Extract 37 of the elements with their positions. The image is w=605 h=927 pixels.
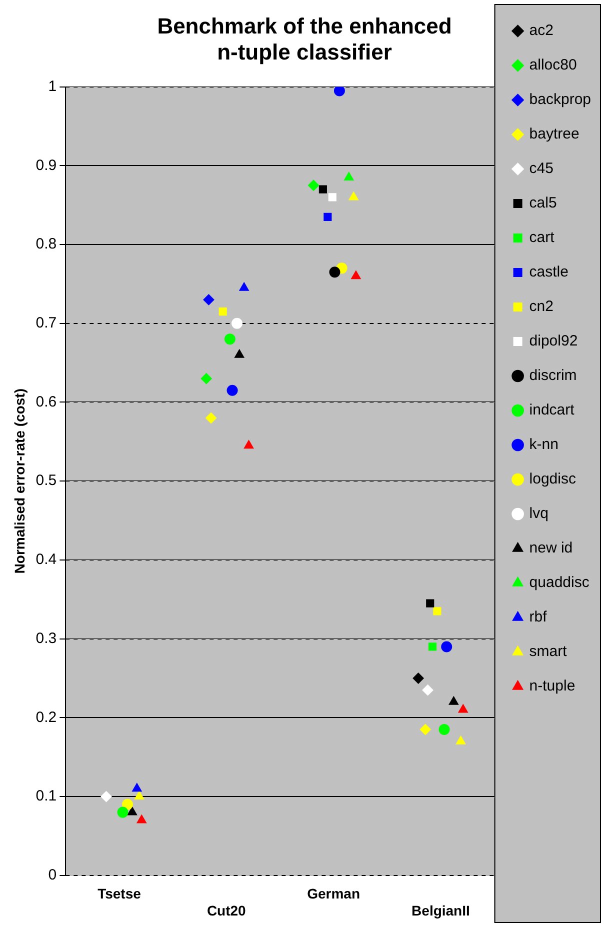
y-tick-label: 1 (48, 78, 57, 95)
y-tick-label: 0.2 (36, 708, 57, 726)
y-tick-label: 0.5 (36, 472, 57, 490)
legend-label: smart (529, 643, 568, 660)
x-tick-label: German (307, 886, 360, 902)
y-tick-label: 0.7 (36, 314, 57, 332)
y-tick-label: 0.1 (36, 788, 57, 805)
legend-label: baytree (529, 126, 580, 143)
y-tick-label: 0.8 (36, 236, 57, 253)
legend-label: ac2 (529, 22, 554, 40)
legend-label: logdisc (529, 470, 576, 488)
y-tick-label: 0.9 (36, 156, 57, 174)
legend-label: n-tuple (529, 678, 576, 695)
legend-label: castle (529, 264, 568, 281)
legend-label: backprop (529, 91, 592, 108)
y-tick-label: 0.3 (36, 630, 57, 647)
y-tick-label: 0.4 (36, 551, 57, 568)
legend-label: quaddisc (529, 574, 590, 592)
legend-label: alloc80 (529, 56, 577, 74)
x-tick-label: Tsetse (98, 886, 142, 902)
y-axis-title: Normalised error-rate (cost) (11, 388, 28, 574)
legend-label: cn2 (529, 298, 554, 316)
x-tick-label: Cut20 (206, 902, 246, 918)
legend-label: lvq (529, 505, 548, 522)
legend-label: cart (529, 229, 556, 246)
x-tick-label: BelgianII (412, 902, 470, 918)
legend-label: rbf (529, 608, 548, 626)
legend-label: discrim (529, 367, 577, 384)
legend-label: cal5 (529, 194, 557, 212)
legend-label: k-nn (529, 436, 558, 454)
legend-label: indcart (529, 402, 576, 419)
y-tick-label: 0 (48, 866, 57, 884)
legend-label: new id (529, 540, 573, 557)
legend-label: c45 (529, 160, 554, 178)
legend-label: dipol92 (529, 332, 578, 350)
chart-title: Benchmark of the enhanced n-tuple classifier (157, 13, 452, 65)
y-tick-label: 0.6 (36, 393, 57, 410)
